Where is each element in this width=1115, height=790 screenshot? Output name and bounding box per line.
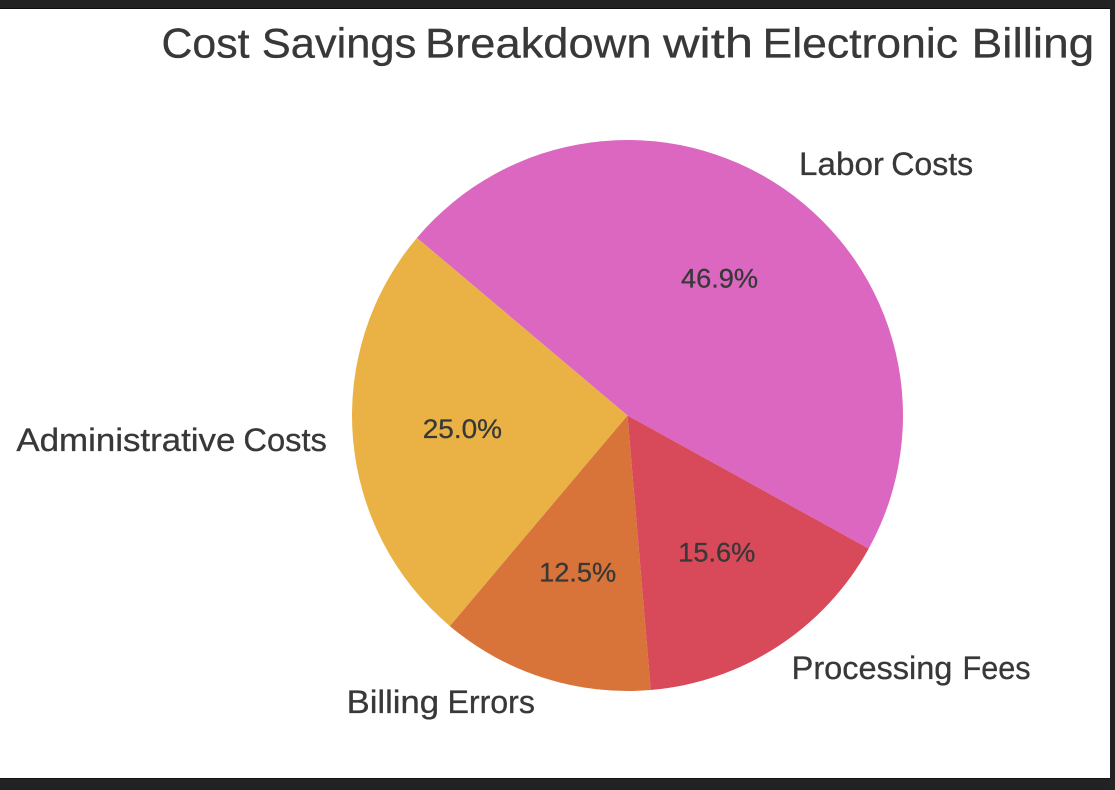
svg-text:25.0%: 25.0% [423, 413, 502, 444]
svg-text:Billing: Billing [347, 684, 439, 720]
svg-text:Processing: Processing [792, 650, 953, 686]
svg-text:46.9%: 46.9% [681, 262, 758, 293]
svg-text:Fees: Fees [963, 650, 1031, 686]
svg-text:15.6%: 15.6% [678, 537, 755, 568]
svg-text:Costs: Costs [243, 422, 327, 458]
svg-text:Electronic: Electronic [763, 19, 959, 66]
svg-text:Billing: Billing [972, 19, 1094, 66]
svg-text:Costs: Costs [891, 146, 973, 182]
svg-text:Administrative: Administrative [16, 422, 235, 458]
svg-text:Breakdown: Breakdown [425, 19, 652, 66]
svg-text:Errors: Errors [448, 684, 535, 720]
svg-text:Cost: Cost [162, 19, 250, 66]
svg-text:with: with [662, 19, 753, 66]
svg-text:12.5%: 12.5% [539, 557, 616, 588]
svg-text:Savings: Savings [262, 19, 417, 66]
svg-text:Labor: Labor [799, 146, 884, 182]
